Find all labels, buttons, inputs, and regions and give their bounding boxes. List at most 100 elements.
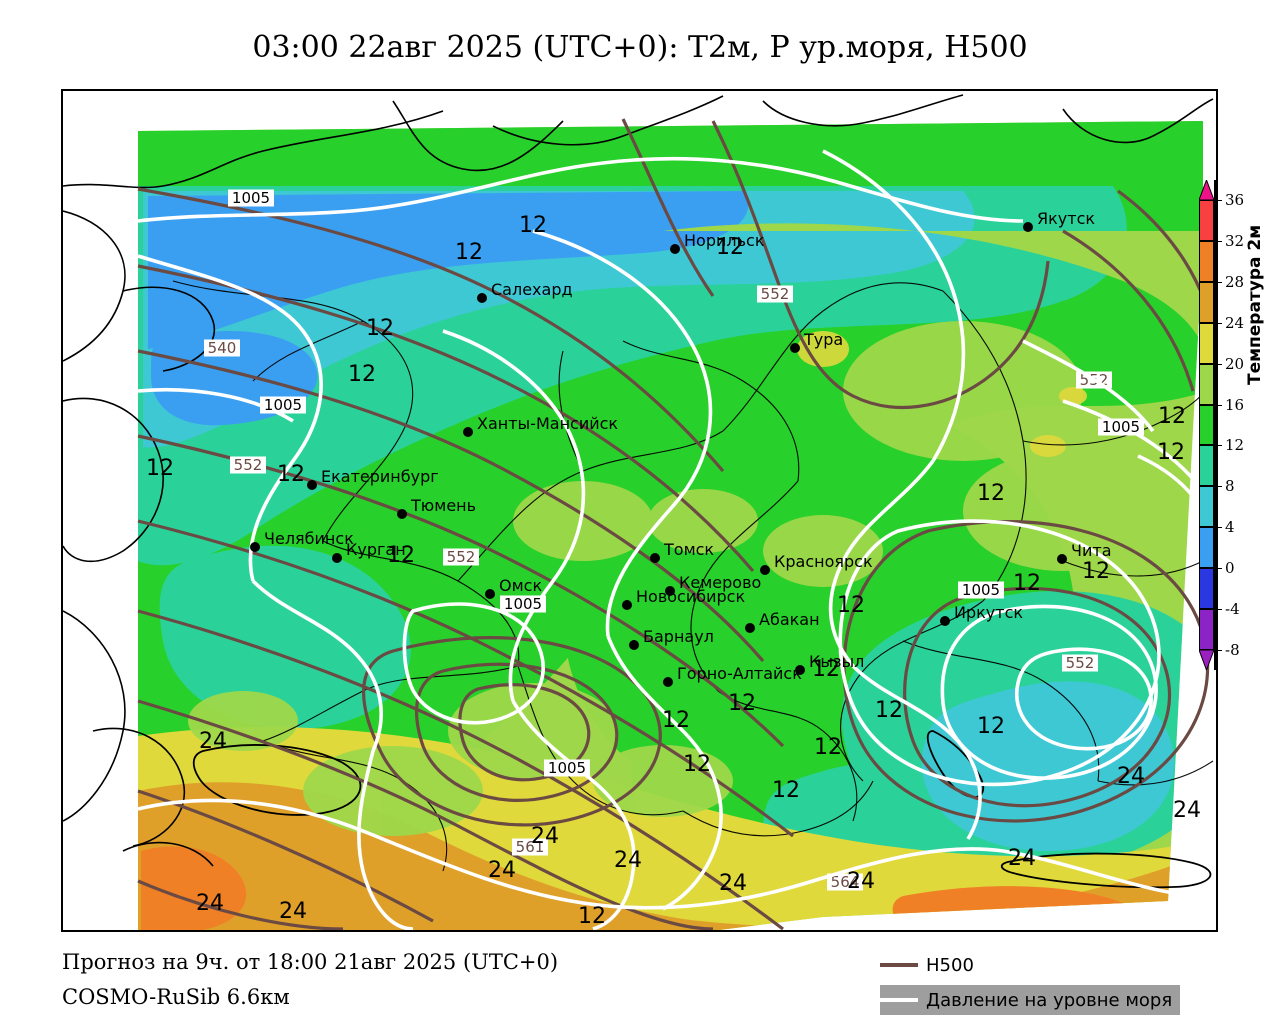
city-marker[interactable]: Салехард: [477, 280, 573, 303]
city-label: Якутск: [1037, 209, 1095, 228]
temp-contour-label: 24: [1117, 764, 1145, 789]
mslp-contour-label: 1005: [500, 595, 546, 613]
city-dot: [1023, 222, 1033, 232]
city-marker[interactable]: Кемерово: [665, 573, 761, 596]
mslp-contour-label-text: 1005: [232, 189, 270, 207]
temp-contour-label: 12: [683, 752, 711, 777]
temp-contour-label: 24: [719, 871, 747, 896]
city-marker[interactable]: Барнаул: [629, 627, 714, 650]
temp-contour-label: 12: [277, 462, 305, 487]
colorbar-tick: [1214, 281, 1222, 283]
temp-contour-label: 12: [814, 735, 842, 760]
colorbar-segment: [1199, 240, 1214, 282]
temp-contour-label: 12: [1158, 404, 1186, 429]
city-dot: [670, 244, 680, 254]
mslp-contour-label-text: 1005: [962, 581, 1000, 599]
mslp-contour-label-text: 1005: [504, 595, 542, 613]
temp-contour-label: 24: [847, 869, 875, 894]
temperature-contour-labels: 12 12 12 12 12 12 12 12 12 12 12 12 12 12 12 12 12 12 12 12…: [146, 213, 1201, 929]
temp-contour-label: 12: [662, 708, 690, 733]
legend-mslp: Давление на уровне моря: [880, 985, 1181, 1015]
city-marker[interactable]: Чита: [1057, 541, 1112, 564]
colorbar-tick: [1214, 527, 1222, 529]
h500-contour-label: 552: [757, 285, 793, 303]
colorbar-tick-label: 4: [1225, 518, 1235, 537]
city-marker[interactable]: Новосибирск: [622, 587, 745, 610]
city-marker[interactable]: Екатеринбург: [307, 467, 439, 490]
temp-contour-label: 12: [455, 240, 483, 265]
city-marker[interactable]: Тюмень: [397, 496, 476, 519]
colorbar-tick: [1214, 200, 1222, 201]
city-dot: [332, 553, 342, 563]
mslp-legend-label: Давление на уровне моря: [926, 989, 1173, 1011]
city-label: Барнаул: [643, 627, 714, 646]
city-dot: [795, 665, 805, 675]
colorbar-tick-label: 16: [1225, 395, 1245, 414]
city-marker[interactable]: Красноярск: [760, 552, 873, 575]
city-marker[interactable]: Горно-Алтайск: [663, 664, 802, 687]
temp-contour-label: 12: [875, 698, 903, 723]
h500-contour-label-text: 564: [831, 873, 860, 891]
city-dot: [250, 542, 260, 552]
city-marker[interactable]: Ханты-Мансийск: [463, 414, 618, 437]
city-marker[interactable]: Абакан: [745, 610, 820, 633]
temp-contour-label: 12: [1157, 440, 1185, 465]
colorbar-tick: [1214, 568, 1222, 570]
temperature-colorbar: 36 32 28 24 20 16 12 8 4 0 -4 -8: [1198, 178, 1244, 672]
forecast-info-line1: Прогноз на 9ч. от 18:00 21авг 2025 (UTC+…: [62, 950, 559, 974]
colorbar-tick: [1214, 609, 1222, 611]
colorbar-segment: [1199, 609, 1214, 650]
colorbar-segment: [1199, 322, 1214, 364]
city-label: Тура: [803, 330, 843, 349]
colorbar-tick-label: -8: [1225, 641, 1240, 659]
h500-contour-label: 552: [230, 456, 266, 474]
city-label: Челябинск: [264, 529, 354, 548]
colorbar-tick-label: 24: [1225, 313, 1245, 332]
city-label: Чита: [1071, 541, 1112, 560]
map-frame[interactable]: 540 552 552 552 552 552 561 564: [61, 89, 1218, 932]
mslp-contour-label: 1005: [260, 396, 306, 414]
temp-contour-label: 12: [812, 657, 840, 682]
temp-contour-label: 24: [1008, 846, 1036, 871]
map-canvas[interactable]: 540 552 552 552 552 552 561 564: [63, 91, 1216, 930]
city-marker[interactable]: Томск: [650, 540, 714, 563]
temp-contour-label: 12: [772, 778, 800, 803]
temp-contour-label: 12: [1082, 559, 1110, 584]
city-label: Ханты-Мансийск: [477, 414, 618, 433]
colorbar-tick: [1214, 363, 1222, 365]
colorbar-under-arrow: [1198, 649, 1215, 672]
city-dot: [622, 600, 632, 610]
city-dot: [477, 293, 487, 303]
temp-contour-label: 24: [199, 729, 227, 754]
city-marker[interactable]: Иркутск: [940, 603, 1023, 626]
colorbar-segment: [1199, 404, 1214, 446]
colorbar-tick: [1214, 445, 1222, 447]
city-marker[interactable]: Кызыл: [795, 652, 864, 675]
temp-contour-label: 12: [728, 691, 756, 716]
mslp-contour-label: 1005: [1098, 418, 1144, 436]
temp-contour-label: 24: [488, 858, 516, 883]
colorbar-tick-label: 36: [1225, 191, 1245, 209]
city-label: Курган: [346, 540, 406, 559]
h500-contour-label: 552: [443, 548, 479, 566]
city-marker[interactable]: Тура: [790, 330, 843, 353]
city-marker[interactable]: Якутск: [1023, 209, 1095, 232]
colorbar-tick-label: 8: [1225, 477, 1235, 496]
city-marker[interactable]: Норильск: [670, 231, 765, 254]
temp-contour-label: 12: [387, 543, 415, 568]
mslp-contour-label-text: 1005: [548, 759, 586, 777]
city-dot: [307, 480, 317, 490]
city-marker[interactable]: Курган: [332, 540, 406, 563]
colorbar-tick: [1214, 404, 1222, 406]
city-marker[interactable]: Челябинск: [250, 529, 354, 552]
model-info-line2: COSMO-RuSib 6.6км: [62, 985, 290, 1009]
city-marker[interactable]: Омск: [485, 576, 542, 599]
city-label: Салехард: [491, 280, 573, 299]
colorbar-segment: [1199, 281, 1214, 323]
city-markers: Якутск Норильск Салехард Тура Ханты-Мансийск…: [250, 209, 1112, 687]
h500-contour-label-text: 552: [234, 456, 263, 474]
city-label: Горно-Алтайск: [677, 664, 802, 683]
colorbar-over-arrow: [1198, 178, 1215, 201]
temp-contour-label: 12: [519, 213, 547, 238]
